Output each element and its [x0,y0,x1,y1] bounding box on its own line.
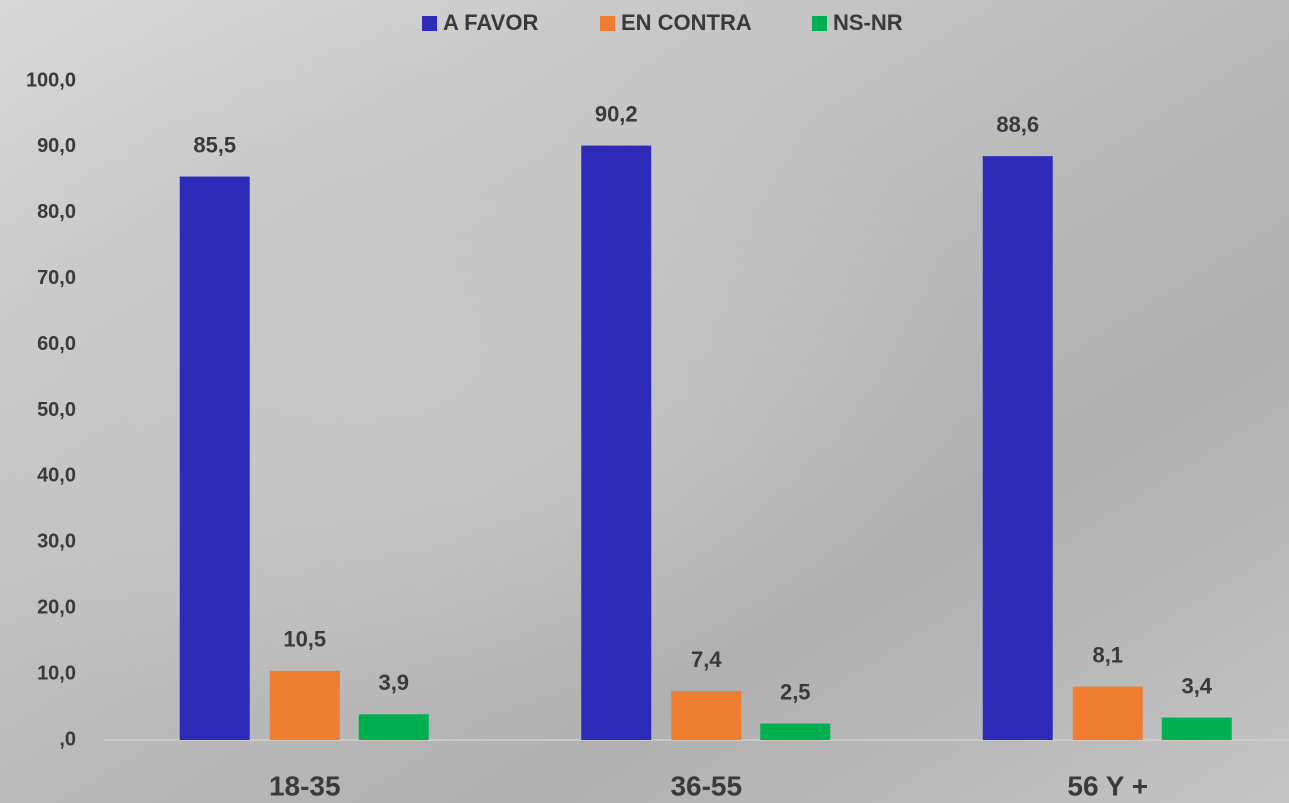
legend-swatch [812,16,827,31]
bar [760,724,830,740]
y-tick-label: 40,0 [37,465,76,487]
legend-swatch [600,16,615,31]
legend-swatch [422,16,437,31]
y-tick-label: ,0 [59,728,76,750]
x-tick-label: 18-35 [269,770,341,801]
bar [1162,718,1232,740]
x-tick-label: 56 Y + [1067,770,1148,801]
value-label: 85,5 [193,132,236,157]
value-label: 7,4 [691,647,722,672]
legend-label: NS-NR [833,10,903,35]
bar [359,714,429,740]
y-tick-label: 90,0 [37,135,76,157]
y-tick-label: 70,0 [37,267,76,289]
bar [1073,687,1143,740]
value-label: 2,5 [780,679,811,704]
value-label: 3,9 [378,670,409,695]
y-tick-label: 10,0 [37,662,76,684]
value-label: 3,4 [1181,673,1212,698]
bar [671,691,741,740]
bar [180,177,250,740]
legend-label: A FAVOR [443,10,538,35]
value-label: 90,2 [595,101,638,126]
chart: ,0 10,0 20,0 30,0 40,0 50,0 60,0 70,0 80,0 90,0 10… [0,0,1289,803]
page: {"chart_data": {"type": "bar", "categori… [0,0,1289,803]
x-tick-label: 36-55 [670,770,742,801]
value-label: 8,1 [1092,642,1123,667]
y-tick-label: 30,0 [37,531,76,553]
y-tick-label: 80,0 [37,201,76,223]
y-tick-label: 50,0 [37,399,76,421]
y-tick-label: 60,0 [37,333,76,355]
value-label: 10,5 [283,627,326,652]
y-tick-label: 100,0 [26,69,76,91]
legend-label: EN CONTRA [621,10,752,35]
bar [581,146,651,740]
y-tick-label: 20,0 [37,596,76,618]
value-label: 88,6 [996,112,1039,137]
bar [983,156,1053,740]
bar [270,671,340,740]
